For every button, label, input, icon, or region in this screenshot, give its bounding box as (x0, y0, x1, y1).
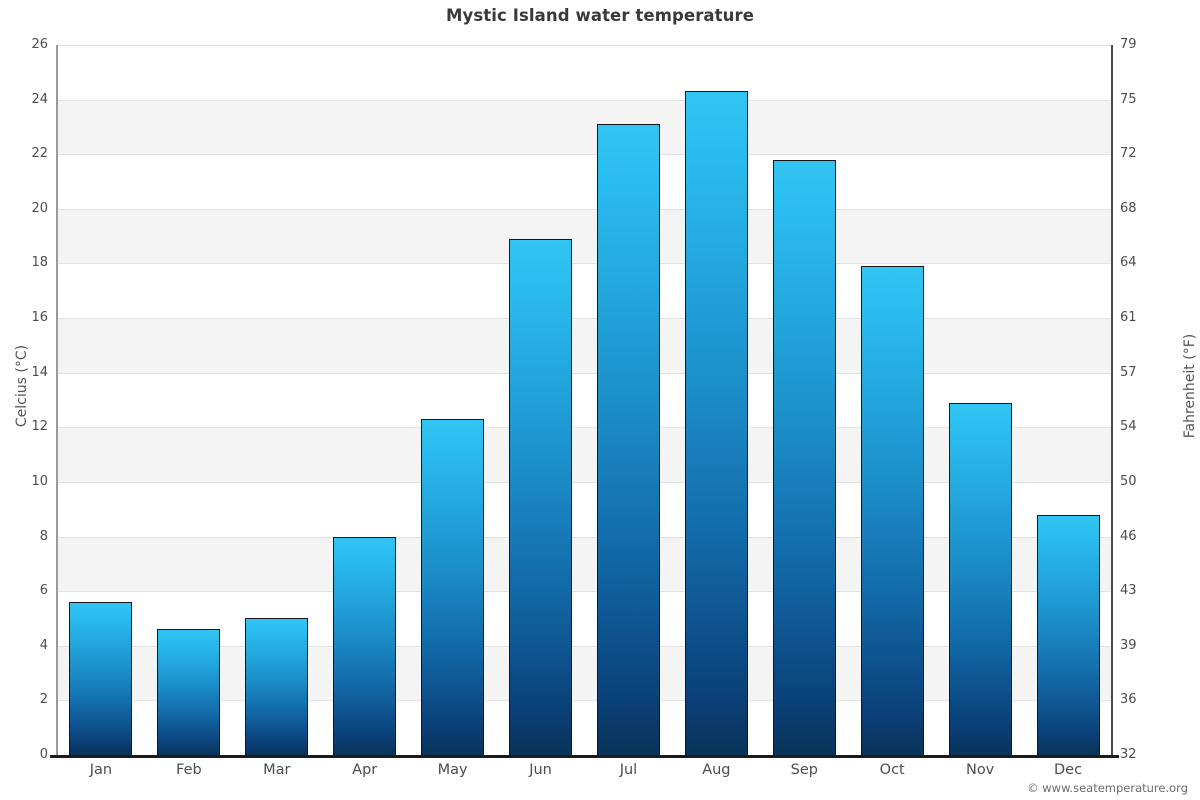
bar-mar[interactable] (245, 618, 309, 755)
bar-aug[interactable] (684, 91, 748, 755)
x-tick-label-nov: Nov (965, 762, 995, 778)
y-tick-label-left: 26 (31, 37, 48, 52)
background-band (57, 208, 1112, 264)
background-band (57, 263, 1112, 319)
x-tick-label-feb: Feb (176, 762, 202, 778)
y-tick-label-right: 68 (1120, 200, 1137, 216)
gridline (57, 700, 1112, 702)
gridline (57, 536, 1112, 538)
background-band (57, 536, 1112, 592)
background-band (57, 591, 1112, 646)
x-tick-label-mar: Mar (263, 762, 291, 778)
y-axis-left-spine (56, 45, 58, 756)
copyright-credit: © www.seatemperature.org (1027, 781, 1188, 795)
y-tick-label-right: 39 (1120, 637, 1137, 653)
x-axis-spine (50, 755, 1119, 758)
gridline (57, 591, 1112, 593)
y-tick-label-right: 57 (1120, 364, 1137, 380)
gridline (57, 208, 1112, 210)
y-tick-label-right: 50 (1120, 473, 1137, 489)
x-tick-label-jan: Jan (89, 762, 113, 778)
x-tick-label-sep: Sep (790, 762, 818, 778)
background-band (57, 318, 1112, 373)
gridline (57, 45, 1112, 46)
y-tick-label-left: 0 (39, 747, 48, 762)
x-tick-label-may: May (437, 762, 468, 778)
gridline (57, 99, 1112, 101)
bar-may[interactable] (421, 419, 485, 755)
bar-jun[interactable] (509, 238, 573, 755)
y-tick-label-left: 10 (31, 473, 48, 489)
bar-nov[interactable] (948, 402, 1012, 755)
background-band (57, 481, 1112, 537)
y-axis-right-spine (1111, 45, 1113, 756)
gridline (57, 427, 1112, 429)
y-tick-label-left: 18 (31, 255, 48, 271)
y-tick-label-left: 8 (39, 528, 48, 544)
y-tick-label-right: 36 (1120, 692, 1137, 708)
bar-apr[interactable] (333, 536, 397, 755)
y-axis-right-title: Fahrenheit (°F) (1182, 333, 1198, 439)
plot-area (57, 45, 1112, 755)
x-tick-label-jul: Jul (619, 762, 638, 778)
background-band (57, 45, 1112, 100)
background-band (57, 427, 1112, 482)
background-band (57, 154, 1112, 209)
x-tick-label-jun: Jun (529, 762, 552, 778)
bar-feb[interactable] (157, 629, 221, 755)
y-tick-label-left: 20 (31, 200, 48, 216)
gridline (57, 645, 1112, 647)
y-tick-label-left: 4 (39, 637, 48, 653)
bar-jan[interactable] (69, 602, 133, 755)
y-tick-label-right: 72 (1120, 146, 1137, 162)
y-tick-label-right: 32 (1120, 747, 1137, 762)
gridline (57, 318, 1112, 320)
y-tick-label-right: 43 (1120, 583, 1137, 599)
bar-dec[interactable] (1036, 514, 1100, 755)
background-band (57, 645, 1112, 701)
bar-jul[interactable] (596, 124, 660, 755)
gridline (57, 263, 1112, 265)
x-tick-label-dec: Dec (1054, 762, 1083, 778)
x-tick-label-apr: Apr (352, 762, 378, 778)
y-tick-label-left: 24 (31, 91, 48, 107)
y-tick-label-left: 22 (31, 146, 48, 162)
y-tick-label-right: 46 (1120, 528, 1137, 544)
x-tick-label-oct: Oct (879, 762, 905, 778)
y-tick-label-right: 79 (1120, 37, 1137, 52)
background-band (57, 700, 1112, 755)
y-tick-label-right: 75 (1120, 91, 1137, 107)
bar-oct[interactable] (860, 266, 924, 755)
background-band (57, 99, 1112, 155)
y-axis-left-title: Celcius (°C) (14, 344, 30, 428)
y-tick-label-right: 54 (1120, 419, 1137, 435)
y-tick-label-right: 61 (1120, 310, 1137, 326)
gridline (57, 481, 1112, 483)
y-tick-label-left: 16 (31, 310, 48, 326)
gridline (57, 154, 1112, 156)
y-tick-label-left: 12 (31, 419, 48, 435)
y-tick-label-left: 14 (31, 364, 48, 380)
y-tick-label-left: 2 (39, 692, 48, 708)
chart-title: Mystic Island water temperature (445, 6, 755, 25)
gridline (57, 372, 1112, 374)
background-band (57, 372, 1112, 428)
x-tick-label-aug: Aug (702, 762, 731, 778)
y-tick-label-right: 64 (1120, 255, 1137, 271)
bar-sep[interactable] (772, 159, 836, 755)
y-tick-label-left: 6 (39, 583, 48, 599)
